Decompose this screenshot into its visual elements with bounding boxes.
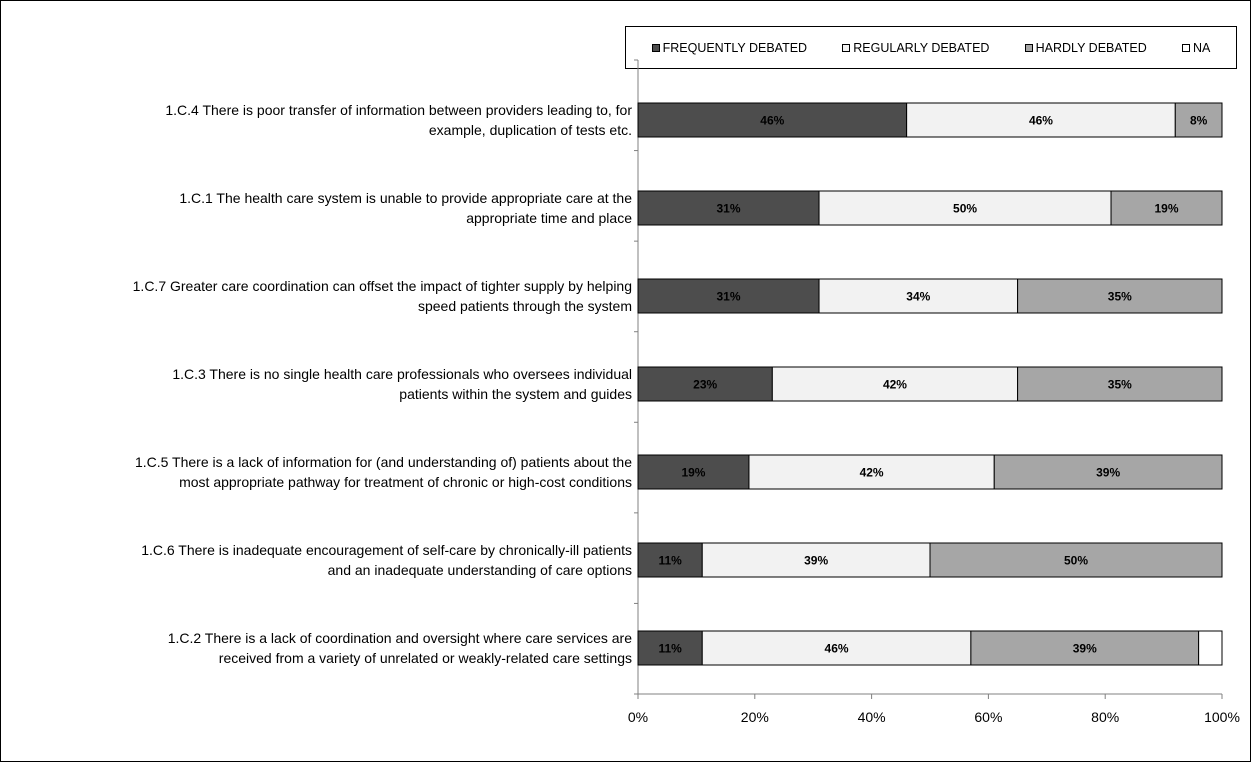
bar-value-label: 46% bbox=[760, 114, 784, 128]
bar-segment bbox=[701, 542, 931, 578]
category-label-line: 1.C.3 There is no single health care pro… bbox=[172, 366, 632, 382]
bar-value-label: 31% bbox=[717, 290, 741, 304]
bar-value-label: 8% bbox=[1190, 114, 1208, 128]
legend-swatch bbox=[1024, 43, 1033, 52]
x-tick-label: 20% bbox=[741, 709, 769, 725]
bar-segment bbox=[637, 454, 750, 490]
bar-segment bbox=[637, 630, 703, 666]
bar-segment bbox=[637, 366, 773, 402]
bar-segment bbox=[637, 190, 820, 226]
bar-value-label: 35% bbox=[1108, 378, 1132, 392]
category-label-line: example, duplication of tests etc. bbox=[428, 122, 632, 138]
bar-segment bbox=[701, 630, 972, 666]
bar-value-label: 50% bbox=[1064, 554, 1088, 568]
category-label-line: and an inadequate understanding of care … bbox=[327, 562, 632, 578]
bar-value-label: 42% bbox=[883, 378, 907, 392]
category-label: 1.C.3 There is no single health care pro… bbox=[12, 364, 632, 404]
legend-item: NA bbox=[1181, 40, 1211, 55]
bar-value-label: 31% bbox=[717, 202, 741, 216]
bar-segment bbox=[748, 454, 995, 490]
bar-value-label: 39% bbox=[1096, 466, 1120, 480]
x-tick-label: 80% bbox=[1091, 709, 1119, 725]
bar-value-label: 42% bbox=[860, 466, 884, 480]
bar-segment bbox=[906, 102, 1176, 138]
category-label-line: patients within the system and guides bbox=[399, 386, 632, 402]
legend-label: NA bbox=[1192, 40, 1211, 55]
bar-segment bbox=[929, 542, 1223, 578]
bar-value-label: 23% bbox=[693, 378, 717, 392]
legend-item: HARDLY DEBATED bbox=[1024, 40, 1147, 55]
bar-value-label: 46% bbox=[825, 642, 849, 656]
bar-value-label: 19% bbox=[681, 466, 705, 480]
bar-segment bbox=[1110, 190, 1223, 226]
category-label-line: speed patients through the system bbox=[417, 298, 632, 314]
bar-segment bbox=[818, 190, 1112, 226]
category-label-line: 1.C.1 The health care system is unable t… bbox=[179, 190, 632, 206]
legend-label: FREQUENTLY DEBATED bbox=[662, 40, 808, 55]
chart-legend: FREQUENTLY DEBATED REGULARLY DEBATED HARDL… bbox=[625, 26, 1237, 69]
bar-value-label: 11% bbox=[658, 642, 682, 656]
bar-value-label: 39% bbox=[1073, 642, 1097, 656]
category-label: 1.C.6 There is inadequate encouragement … bbox=[12, 540, 632, 580]
legend-label: REGULARLY DEBATED bbox=[853, 40, 990, 55]
legend-label: HARDLY DEBATED bbox=[1035, 40, 1147, 55]
bar-segment bbox=[637, 102, 908, 138]
category-label: 1.C.2 There is a lack of coordination an… bbox=[12, 628, 632, 668]
category-label: 1.C.4 There is poor transfer of informat… bbox=[12, 100, 632, 140]
x-tick-label: 40% bbox=[858, 709, 886, 725]
bar-segment bbox=[993, 454, 1223, 490]
bar-value-label: 46% bbox=[1029, 114, 1053, 128]
category-label-line: 1.C.4 There is poor transfer of informat… bbox=[165, 102, 632, 118]
category-label-line: received from a variety of unrelated or … bbox=[218, 650, 632, 666]
bar-value-label: 50% bbox=[953, 202, 977, 216]
category-label: 1.C.1 The health care system is unable t… bbox=[12, 188, 632, 228]
category-label-line: 1.C.6 There is inadequate encouragement … bbox=[141, 542, 632, 558]
category-label-line: most appropriate pathway for treatment o… bbox=[179, 474, 632, 490]
bar-value-label: 11% bbox=[658, 554, 682, 568]
category-label-line: 1.C.2 There is a lack of coordination an… bbox=[167, 630, 632, 646]
x-tick-label: 0% bbox=[628, 709, 648, 725]
legend-item: FREQUENTLY DEBATED bbox=[651, 40, 808, 55]
bar-segment bbox=[1017, 366, 1223, 402]
bar-segment bbox=[1198, 630, 1223, 666]
legend-swatch bbox=[651, 43, 660, 52]
category-label: 1.C.7 Greater care coordination can offs… bbox=[12, 276, 632, 316]
bar-value-label: 35% bbox=[1108, 290, 1132, 304]
legend-item: REGULARLY DEBATED bbox=[842, 41, 989, 55]
bar-segment bbox=[818, 278, 1019, 314]
category-label-line: 1.C.7 Greater care coordination can offs… bbox=[132, 278, 632, 294]
bar-segment bbox=[771, 366, 1019, 402]
x-tick-label: 60% bbox=[974, 709, 1002, 725]
bar-segment bbox=[1174, 102, 1223, 138]
x-tick-label: 100% bbox=[1204, 709, 1240, 725]
category-label: 1.C.5 There is a lack of information for… bbox=[12, 452, 632, 492]
legend-swatch bbox=[842, 43, 851, 52]
bar-value-label: 34% bbox=[906, 290, 930, 304]
category-label-line: appropriate time and place bbox=[466, 210, 632, 226]
bar-segment bbox=[637, 278, 820, 314]
legend-swatch bbox=[1181, 43, 1190, 52]
category-label-line: 1.C.5 There is a lack of information for… bbox=[134, 454, 632, 470]
bar-value-label: 39% bbox=[804, 554, 828, 568]
bar-value-label: 19% bbox=[1155, 202, 1179, 216]
bar-segment bbox=[1017, 278, 1223, 314]
